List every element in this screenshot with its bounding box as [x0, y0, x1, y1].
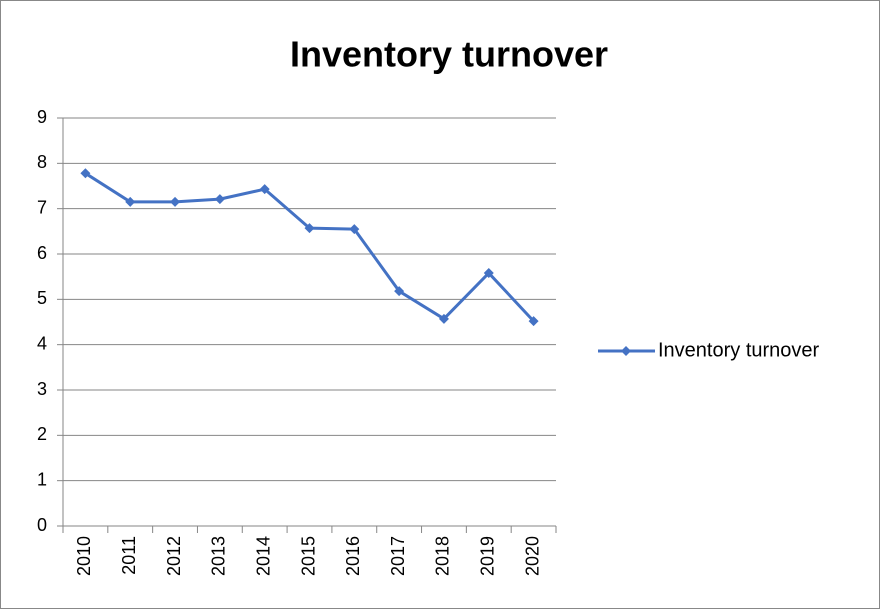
chart-title: Inventory turnover — [290, 34, 608, 75]
x-tick-label: 2011 — [119, 536, 139, 575]
y-tick-label: 5 — [37, 288, 47, 308]
data-point — [394, 286, 405, 297]
data-point — [80, 168, 91, 179]
x-tick-label: 2015 — [298, 536, 318, 576]
y-tick-label: 2 — [37, 424, 47, 444]
legend-label: Inventory turnover — [658, 339, 820, 361]
y-tick-label: 6 — [37, 243, 47, 263]
x-tick-label: 2019 — [478, 536, 498, 576]
y-tick-label: 4 — [37, 333, 47, 353]
y-tick-label: 3 — [37, 379, 47, 399]
x-tick-label: 2018 — [433, 536, 453, 576]
data-point — [528, 316, 539, 327]
y-tick-label: 7 — [37, 197, 47, 217]
data-point — [214, 194, 225, 205]
data-point — [170, 196, 181, 207]
x-tick-label: 2020 — [522, 536, 542, 576]
x-tick-label: 2014 — [253, 536, 273, 576]
data-point — [304, 223, 315, 234]
data-point — [259, 184, 270, 195]
x-tick-label: 2013 — [209, 536, 229, 576]
legend-marker — [621, 346, 631, 356]
data-point — [438, 313, 449, 324]
x-tick-label: 2016 — [343, 536, 363, 576]
data-point — [349, 224, 360, 235]
x-tick-label: 2010 — [74, 536, 94, 576]
data-point — [483, 268, 494, 279]
data-point — [125, 196, 136, 207]
x-tick-label: 2012 — [164, 536, 184, 576]
y-tick-label: 1 — [37, 469, 47, 489]
y-tick-label: 0 — [37, 515, 47, 535]
x-tick-label: 2017 — [388, 536, 408, 576]
y-tick-label: 9 — [37, 107, 47, 127]
y-tick-label: 8 — [37, 152, 47, 172]
